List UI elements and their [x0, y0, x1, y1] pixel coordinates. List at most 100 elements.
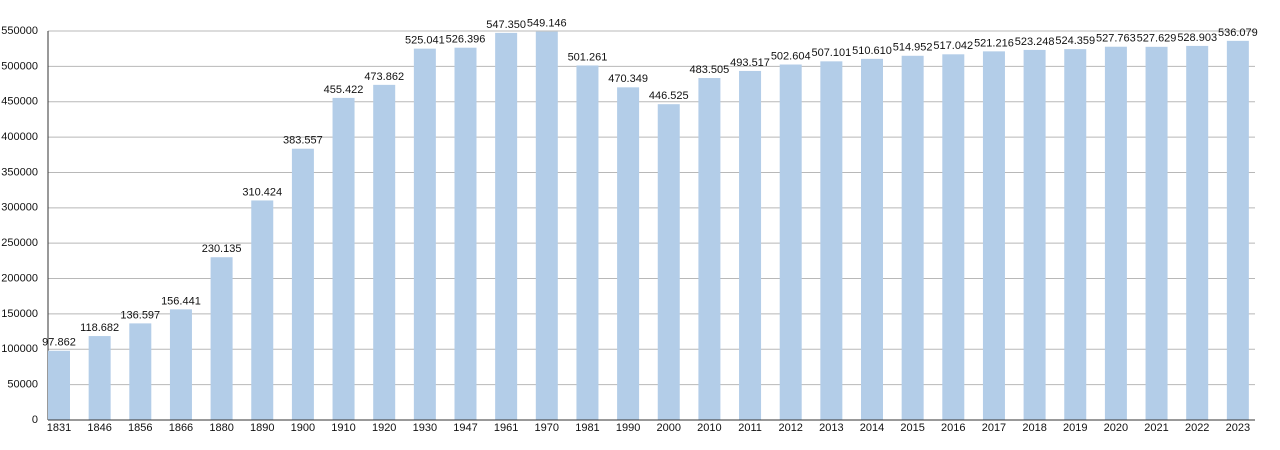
x-tick-label: 2011: [738, 422, 762, 434]
y-tick-label: 350000: [1, 166, 38, 178]
x-tick-label: 2010: [697, 422, 721, 434]
y-tick-label: 450000: [1, 96, 38, 108]
x-tick-label: 2017: [982, 422, 1006, 434]
value-label: 510.610: [852, 45, 892, 57]
bar: [779, 64, 802, 420]
bar: [1145, 46, 1168, 421]
x-tick-label: 1990: [616, 422, 640, 434]
y-tick-label: 250000: [1, 237, 38, 249]
x-tick-label: 2012: [778, 422, 802, 434]
x-tick-label: 1930: [413, 422, 437, 434]
x-tick-label: 2020: [1104, 422, 1128, 434]
bar: [48, 350, 70, 420]
x-tick-label: 2022: [1185, 422, 1209, 434]
value-label: 483.505: [690, 64, 730, 76]
bar: [210, 257, 233, 420]
value-label: 517.042: [933, 40, 973, 52]
value-label: 230.135: [202, 243, 242, 255]
value-label: 523.248: [1015, 36, 1055, 48]
value-label: 156.441: [161, 295, 201, 307]
value-label: 527.763: [1096, 33, 1136, 45]
y-tick-label: 0: [32, 414, 38, 426]
value-label: 493.517: [730, 57, 770, 69]
x-tick-label: 1846: [87, 422, 111, 434]
bar: [739, 70, 762, 420]
bar: [942, 54, 965, 420]
value-label: 136.597: [120, 309, 160, 321]
value-label: 118.682: [80, 322, 119, 334]
x-tick-label: 1890: [250, 422, 274, 434]
value-label: 521.216: [974, 37, 1014, 49]
value-label: 455.422: [324, 84, 364, 96]
bar: [129, 323, 152, 420]
bar: [1023, 49, 1046, 420]
bar: [1226, 40, 1249, 420]
x-tick-label: 1981: [575, 422, 599, 434]
bar: [657, 104, 680, 420]
bar: [169, 309, 192, 420]
x-tick-label: 2014: [860, 422, 884, 434]
bar: [373, 84, 396, 420]
bar: [820, 61, 843, 420]
bar: [617, 87, 640, 421]
x-tick-label: 1856: [128, 422, 152, 434]
y-tick-label: 500000: [1, 60, 38, 72]
x-tick-label: 1900: [291, 422, 315, 434]
y-tick-label: 100000: [1, 343, 38, 355]
value-label: 528.903: [1177, 32, 1217, 44]
x-tick-label: 1831: [47, 422, 71, 434]
value-label: 501.261: [568, 51, 608, 63]
value-label: 446.525: [649, 90, 689, 102]
bar: [535, 31, 558, 421]
value-label: 514.952: [893, 42, 933, 54]
bar: [1186, 45, 1209, 421]
x-tick-label: 1920: [372, 422, 396, 434]
bar: [88, 336, 111, 420]
value-label: 547.350: [486, 19, 526, 31]
x-tick-label: 2013: [819, 422, 843, 434]
value-label: 525.041: [405, 35, 445, 47]
bar: [413, 48, 436, 420]
value-label: 310.424: [242, 186, 282, 198]
value-label: 383.557: [283, 135, 323, 147]
value-label: 473.862: [364, 71, 404, 83]
x-tick-label: 1961: [494, 422, 518, 434]
x-tick-label: 2015: [900, 422, 924, 434]
bar: [332, 97, 355, 420]
x-tick-label: 2016: [941, 422, 965, 434]
bar: [495, 32, 518, 421]
x-tick-label: 1970: [535, 422, 559, 434]
y-tick-label: 150000: [1, 308, 38, 320]
x-tick-label: 1910: [331, 422, 355, 434]
value-label: 470.349: [608, 73, 648, 85]
y-tick-label: 550000: [1, 25, 38, 37]
x-tick-label: 2023: [1226, 422, 1250, 434]
y-tick-label: 200000: [1, 272, 38, 284]
bar: [576, 65, 599, 420]
value-label: 549.146: [527, 18, 567, 30]
value-label: 97.862: [42, 337, 76, 349]
bar: [251, 200, 274, 420]
value-label: 507.101: [811, 47, 851, 59]
bar: [861, 58, 883, 421]
bar: [698, 78, 721, 421]
y-tick-label: 50000: [7, 379, 38, 391]
value-label: 502.604: [771, 50, 811, 62]
bar: [982, 51, 1005, 420]
value-label: 536.079: [1218, 27, 1258, 39]
value-label: 524.359: [1055, 35, 1095, 47]
bar: [291, 148, 314, 421]
bar: [1064, 49, 1087, 420]
y-tick-label: 300000: [1, 202, 38, 214]
x-tick-label: 2019: [1063, 422, 1087, 434]
x-tick-label: 1866: [169, 422, 193, 434]
x-tick-label: 2000: [657, 422, 681, 434]
bar: [901, 55, 924, 421]
y-tick-label: 400000: [1, 131, 38, 143]
x-tick-label: 1947: [453, 422, 477, 434]
value-label: 527.629: [1137, 33, 1177, 45]
value-label: 526.396: [446, 34, 486, 46]
x-tick-label: 2018: [1022, 422, 1046, 434]
bar: [454, 47, 477, 421]
